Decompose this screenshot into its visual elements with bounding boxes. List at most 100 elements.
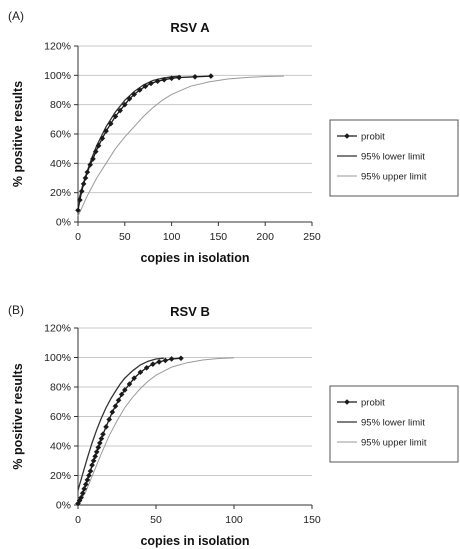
data-point [106, 416, 112, 423]
data-point [76, 497, 83, 504]
data-point [150, 361, 156, 367]
data-point [109, 409, 116, 415]
data-point [92, 453, 98, 460]
legend-item: 95% lower limit [337, 418, 425, 429]
data-point [99, 135, 106, 142]
data-point [82, 175, 89, 181]
data-point [176, 74, 182, 81]
panel-label: (A) [8, 9, 24, 23]
series-line [77, 75, 284, 217]
x-tick-label: 100 [163, 231, 181, 243]
data-point [90, 156, 96, 162]
legend-label: 95% upper limit [361, 438, 427, 449]
data-point [112, 113, 119, 120]
data-point [126, 96, 133, 102]
data-point [107, 120, 114, 127]
data-point [78, 494, 84, 501]
data-point [77, 197, 83, 203]
data-point [86, 472, 92, 479]
data-point [143, 365, 150, 371]
data-point [192, 74, 198, 80]
data-point [97, 440, 103, 446]
y-tick-label: 120% [44, 323, 71, 335]
data-point [136, 87, 143, 93]
data-point [78, 188, 85, 194]
data-point [131, 375, 137, 381]
chart-panel-a: (A) RSV A 0% 20% 40% 60% 80% 100% 120% 0 50 100 150 2… [8, 9, 459, 265]
data-point [87, 162, 93, 168]
legend-label: 95% lower limit [361, 152, 425, 163]
legend-marker [344, 399, 350, 405]
x-tick-labels: 0 50 100 150 200 250 [75, 222, 321, 243]
y-tick-labels: 0% 20% 40% 60% 80% 100% 120% [44, 323, 78, 512]
data-point [122, 101, 128, 108]
y-tick-labels: 0% 20% 40% 60% 80% 100% 120% [44, 41, 78, 229]
data-point [148, 80, 154, 87]
data-point [95, 142, 102, 149]
legend-box [329, 385, 459, 463]
series-line [77, 357, 235, 506]
data-point [118, 391, 125, 398]
series-upper-limit [77, 75, 284, 217]
panel-label: (B) [8, 303, 24, 317]
chart-title: RSV B [170, 304, 210, 319]
data-point [100, 431, 106, 437]
data-point [162, 357, 169, 364]
y-tick-label: 0% [56, 217, 71, 229]
data-point [126, 381, 133, 387]
chart-panel-b: (B) RSV B 0% 20% 40% 60% 80% 100% 120% 0 50 100 150 c… [8, 303, 459, 548]
series-probit [75, 355, 184, 507]
x-tick-labels: 0 50 100 150 [75, 505, 321, 526]
legend-item: 95% lower limit [337, 152, 425, 163]
x-tick-label: 50 [119, 231, 131, 243]
data-point [79, 490, 86, 496]
x-tick-label: 200 [256, 231, 274, 243]
gridlines [78, 327, 312, 476]
data-point [208, 73, 214, 79]
data-point [90, 457, 97, 464]
legend-label: probit [361, 132, 385, 143]
x-tick-label: 0 [75, 231, 81, 243]
x-tick-label: 150 [210, 231, 228, 243]
data-point [84, 477, 91, 483]
data-point [98, 435, 105, 442]
data-point [168, 356, 175, 362]
y-tick-label: 120% [44, 41, 71, 53]
legend-box [329, 119, 459, 197]
series-line [77, 357, 164, 491]
data-point [137, 369, 144, 376]
data-point [161, 76, 167, 83]
chart-title: RSV A [170, 20, 210, 35]
data-point [131, 91, 137, 98]
data-point [156, 359, 162, 365]
y-tick-label: 100% [44, 352, 71, 364]
y-tick-label: 80% [50, 99, 71, 111]
series-lower-limit [77, 357, 164, 491]
legend-marker [344, 133, 350, 139]
data-point [142, 83, 149, 90]
data-point [80, 181, 87, 187]
x-tick-label: 150 [303, 514, 321, 526]
data-point [168, 75, 175, 82]
data-point [95, 444, 102, 451]
legend-item: 95% upper limit [337, 438, 427, 449]
y-tick-label: 0% [56, 500, 71, 512]
x-axis-title: copies in isolation [140, 534, 249, 548]
x-tick-label: 0 [75, 514, 81, 526]
data-point [83, 481, 89, 488]
data-point [93, 449, 100, 455]
y-tick-label: 40% [50, 158, 71, 170]
data-point [112, 403, 119, 409]
x-axis-title: copies in isolation [140, 251, 249, 265]
legend-item: 95% upper limit [337, 172, 427, 183]
data-point [117, 107, 123, 114]
legend: probit 95% lower limit 95% upper limit [329, 119, 459, 197]
y-tick-label: 60% [50, 129, 71, 141]
legend: probit 95% lower limit 95% upper limit [329, 385, 459, 463]
data-point [103, 128, 109, 134]
series-probit [75, 73, 214, 214]
data-point [75, 207, 81, 214]
data-point [115, 397, 122, 404]
y-tick-label: 20% [50, 187, 71, 199]
